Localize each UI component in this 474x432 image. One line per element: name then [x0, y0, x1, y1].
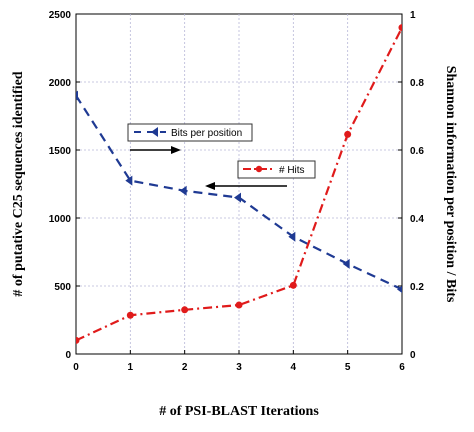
y-right-tick-label: 0.8 [410, 78, 424, 89]
hits-point [289, 281, 297, 289]
y-right-tick-label: 0 [410, 350, 416, 361]
bits-point [234, 192, 241, 203]
y-left-tick-label: 1000 [49, 214, 72, 225]
hits-point [126, 311, 134, 319]
x-tick-label: 2 [182, 362, 188, 373]
y-axis-right-title: Shannon information per position / Bits [443, 66, 458, 303]
y-left-tick-label: 500 [54, 282, 71, 293]
x-tick-label: 0 [73, 362, 79, 373]
hits-point [76, 336, 80, 344]
y-left-tick-label: 2000 [49, 78, 72, 89]
x-tick-label: 3 [236, 362, 242, 373]
y-right-tick-label: 0.4 [410, 214, 424, 225]
bits-point [342, 258, 350, 269]
legend-bits: Bits per position [127, 123, 253, 142]
x-tick-label: 6 [399, 362, 405, 373]
hits-point [181, 306, 189, 314]
y-left-tick-label: 0 [65, 350, 71, 361]
ticks: 0 1 2 3 4 5 60500100015002000250000.20.40.60.8… [49, 10, 425, 373]
arrow-right [130, 146, 181, 154]
hits-point [344, 130, 352, 138]
hits-point [398, 24, 402, 32]
legend-bits-marker [151, 127, 158, 137]
x-tick-label: 1 [128, 362, 134, 373]
x-tick-label: 5 [345, 362, 351, 373]
series-layer [76, 24, 402, 344]
hits-point [235, 301, 243, 309]
bits-point [288, 231, 296, 242]
bits-point [125, 175, 133, 186]
x-axis-title: # of PSI-BLAST Iterations [159, 404, 319, 419]
y-axis-left-title: # of putative C25 sequences identified [11, 71, 26, 296]
y-left-tick-label: 1500 [49, 146, 72, 157]
legend-bits-box [127, 123, 253, 142]
bits-point [179, 185, 187, 196]
y-right-tick-label: 0.2 [410, 282, 424, 293]
bits-point [76, 90, 78, 101]
y-left-tick-label: 2500 [49, 10, 72, 21]
y-right-tick-label: 0.6 [410, 146, 424, 157]
arrow-left [205, 182, 287, 190]
legend-hits-box [237, 160, 316, 179]
legend-hits-marker [255, 165, 263, 173]
bits-point [397, 285, 402, 293]
x-tick-label: 4 [291, 362, 297, 373]
legend-hits-label: # Hits [279, 165, 305, 176]
legend-hits: # Hits [237, 160, 316, 179]
legend-bits-label: Bits per position [171, 128, 242, 139]
y-right-tick-label: 1 [410, 10, 416, 21]
